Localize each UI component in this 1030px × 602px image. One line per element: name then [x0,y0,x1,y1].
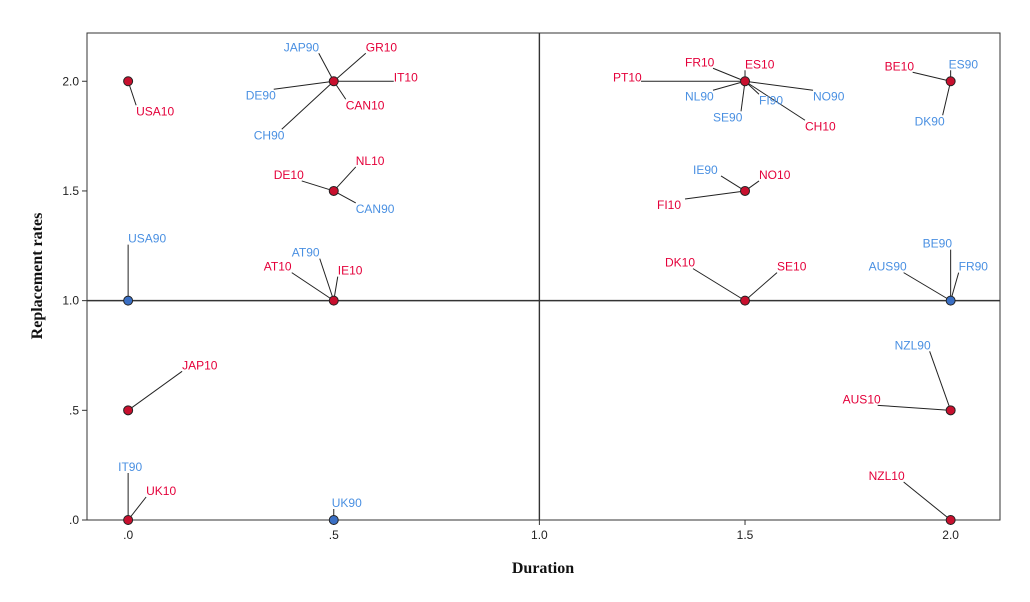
point-label: ES90 [949,57,979,71]
leader-line [281,80,335,130]
data-point-marker [740,76,751,87]
y-tick-label: 1.5 [62,184,79,198]
point-label: BE10 [885,59,915,73]
point-label: CH10 [805,119,836,133]
point-label: NO10 [759,168,791,182]
leader-line [127,370,183,411]
data-point-marker [945,295,956,306]
leader-line [273,80,334,90]
leader-line [333,52,367,82]
point-label: UK90 [332,496,362,510]
point-label: AT90 [292,246,320,260]
data-point-marker [740,185,751,196]
leader-line [903,481,951,521]
point-label: USA90 [128,232,166,246]
data-point-marker [123,76,134,87]
leader-line [740,81,746,112]
point-labels: USA10 JAP90 GR10 IT10 DE90 CAN10 CH90 NL10 DE10 C… [118,40,988,510]
leader-line [712,80,746,91]
point-label: ES10 [745,57,775,71]
x-axis: .0 .5 1.0 1.5 2.0 [123,520,959,542]
point-label: AUS10 [843,392,881,406]
y-tick-label: .0 [69,513,79,527]
point-label: NL90 [685,89,714,103]
point-label: DE10 [274,168,304,182]
leader-line [684,190,746,200]
point-label: CAN90 [356,202,395,216]
leader-line [744,80,806,121]
point-label: CAN10 [346,98,385,112]
plot-frame [86,32,1001,521]
leader-line [692,268,746,302]
leader-line [333,166,357,192]
point-label: FR10 [685,55,715,69]
leader-line [929,351,952,411]
leader-line [744,80,814,91]
leader-line [291,272,335,302]
x-tick-label: .5 [329,528,339,542]
data-points [123,76,956,525]
point-label: AUS90 [869,260,907,274]
point-label: BE90 [923,237,953,251]
leader-line [712,67,746,82]
point-label: CH90 [254,128,285,142]
point-label: AT10 [264,260,292,274]
data-point-marker [945,515,956,525]
point-label: IE90 [693,163,718,177]
y-tick-label: 2.0 [62,74,79,88]
point-label: FR90 [959,260,989,274]
point-label: IE10 [338,264,363,278]
point-label: JAP10 [182,358,218,372]
x-tick-label: 1.5 [737,528,754,542]
x-tick-label: 2.0 [942,528,959,542]
leader-line [318,53,335,82]
data-point-marker [328,76,339,87]
data-point-marker [123,515,134,525]
plot-area [86,32,1001,521]
y-tick-label: 1.0 [62,294,79,308]
x-axis-title: Duration [512,560,574,577]
data-point-marker [945,405,956,416]
point-label: NZL90 [895,338,931,352]
point-label: FI90 [759,93,783,107]
leader-line [877,404,951,411]
point-label: NZL10 [869,469,905,483]
point-label: JAP90 [284,40,320,54]
leader-line [744,272,778,302]
point-label: SE10 [777,260,807,274]
y-tick-label: .5 [69,403,79,417]
point-label: UK10 [146,484,176,498]
leader-line [301,180,334,192]
point-label: USA10 [136,104,174,118]
point-label: IT10 [394,70,418,84]
data-point-marker [328,185,339,196]
point-label: IT90 [118,460,142,474]
data-point-marker [123,295,134,306]
leader-line [319,258,335,301]
point-label: NO90 [813,89,845,103]
leader-line [912,71,951,82]
x-tick-label: .0 [123,528,133,542]
data-point-marker [740,295,751,306]
point-label: PT10 [613,70,642,84]
data-point-marker [328,515,339,525]
data-point-marker [123,405,134,416]
point-label: DK10 [665,256,695,270]
y-axis-title: Replacement rates [29,213,46,340]
label-leader-lines [127,52,960,521]
x-tick-label: 1.0 [531,528,548,542]
point-label: SE90 [713,110,743,124]
point-label: NL10 [356,154,385,168]
leader-line [903,272,951,302]
point-label: GR10 [366,40,398,54]
leader-line [942,81,952,116]
point-label: DK90 [915,114,945,128]
reference-lines [87,33,1000,520]
y-axis: .0 .5 1.0 1.5 2.0 [62,74,87,527]
data-point-marker [328,295,339,306]
point-label: FI10 [657,198,681,212]
point-label: DE90 [246,88,276,102]
data-point-marker [945,76,956,87]
